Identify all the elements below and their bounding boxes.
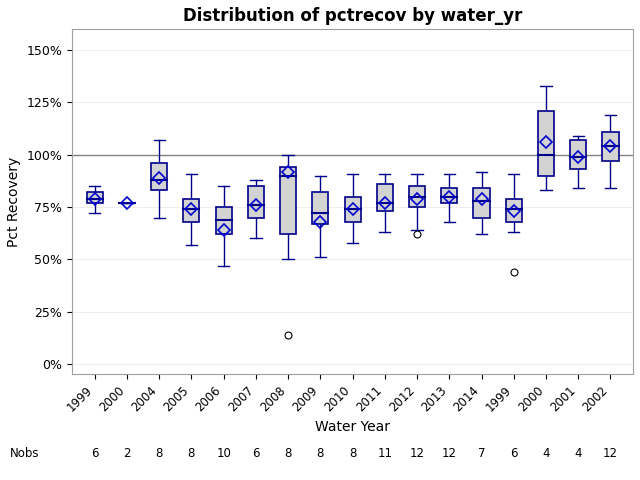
Text: 8: 8 — [188, 446, 195, 460]
Text: Nobs: Nobs — [10, 446, 39, 460]
Bar — [280, 168, 296, 234]
Text: 8: 8 — [284, 446, 292, 460]
Text: 12: 12 — [603, 446, 618, 460]
Text: 10: 10 — [216, 446, 231, 460]
Bar — [409, 186, 425, 207]
Bar — [312, 192, 328, 224]
Bar — [216, 207, 232, 234]
Title: Distribution of pctrecov by water_yr: Distribution of pctrecov by water_yr — [183, 7, 522, 25]
Bar — [86, 192, 103, 203]
Text: 6: 6 — [510, 446, 518, 460]
Bar — [441, 188, 458, 203]
Text: 4: 4 — [542, 446, 550, 460]
Bar — [183, 199, 200, 222]
Bar — [474, 188, 490, 217]
Text: 8: 8 — [349, 446, 356, 460]
Text: 8: 8 — [317, 446, 324, 460]
Bar — [377, 184, 393, 211]
Text: 7: 7 — [478, 446, 485, 460]
Text: 12: 12 — [442, 446, 457, 460]
Y-axis label: Pct Recovery: Pct Recovery — [7, 156, 21, 247]
Bar — [344, 197, 360, 222]
Text: 8: 8 — [156, 446, 163, 460]
Bar — [538, 111, 554, 176]
Text: 2: 2 — [123, 446, 131, 460]
Bar — [151, 163, 167, 191]
Bar — [506, 199, 522, 222]
Text: 6: 6 — [252, 446, 260, 460]
Bar — [248, 186, 264, 217]
Text: 4: 4 — [575, 446, 582, 460]
Text: 6: 6 — [91, 446, 99, 460]
Text: 11: 11 — [378, 446, 392, 460]
Text: 12: 12 — [410, 446, 424, 460]
Bar — [570, 140, 586, 169]
Bar — [602, 132, 618, 161]
X-axis label: Water Year: Water Year — [315, 420, 390, 434]
